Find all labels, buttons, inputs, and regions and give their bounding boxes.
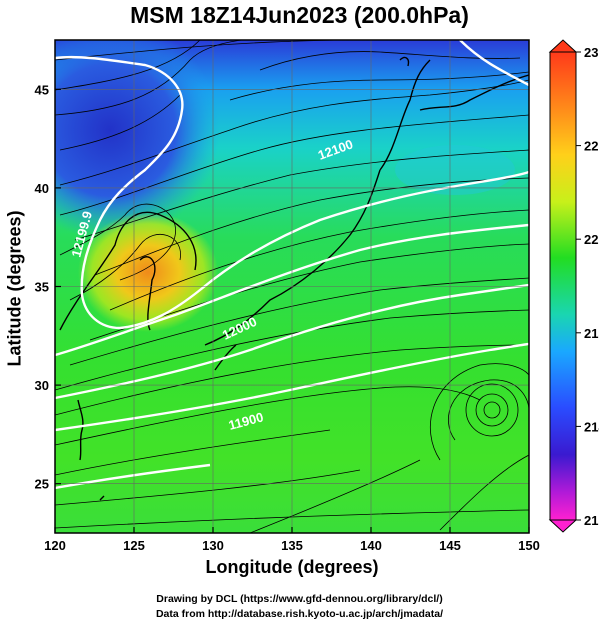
- x-tick-label: 130: [202, 538, 224, 553]
- colorbar-label: 230: [584, 45, 599, 60]
- x-axis: 120 125 130 135 140 145 150: [44, 527, 540, 553]
- x-tick-label: 120: [44, 538, 66, 553]
- x-tick-label: 140: [360, 538, 382, 553]
- x-tick-label: 135: [281, 538, 303, 553]
- cold-region: [55, 40, 220, 240]
- y-tick-label: 30: [35, 378, 49, 393]
- x-tick-label: 145: [439, 538, 461, 553]
- credit-data: Data from http://database.rish.kyoto-u.a…: [155, 608, 444, 620]
- colorbar-label: 226: [584, 139, 599, 154]
- colorbar-label: 214: [584, 419, 599, 434]
- colorbar: 230 226 222 218 214 210: [548, 39, 599, 533]
- cool-band: [395, 145, 515, 195]
- colorbar-body: [549, 51, 577, 521]
- y-axis: 25 30 35 40 45: [35, 82, 61, 492]
- y-tick-label: 35: [35, 280, 49, 295]
- y-axis-label: Latitude (degrees): [4, 210, 25, 367]
- x-tick-label: 125: [123, 538, 145, 553]
- colorbar-label: 218: [584, 326, 599, 341]
- credit-drawing: Drawing by DCL (https://www.gfd-dennou.o…: [156, 593, 443, 605]
- colorbar-bottom-arrow: [548, 519, 578, 533]
- colorbar-top-arrow: [548, 39, 578, 53]
- colorbar-label: 222: [584, 232, 599, 247]
- height-contours: [55, 40, 529, 490]
- y-tick-label: 45: [35, 82, 49, 97]
- streamlines: [55, 40, 529, 533]
- colorbar-label: 210: [584, 513, 599, 528]
- x-tick-label: 150: [518, 538, 540, 553]
- chart-title: MSM 18Z14Jun2023 (200.0hPa): [130, 2, 469, 28]
- map-field: 12199.9 12100 12000 11900: [55, 40, 529, 533]
- x-axis-label: Longitude (degrees): [205, 557, 379, 577]
- graticule: [55, 40, 529, 533]
- y-tick-label: 40: [35, 181, 49, 196]
- y-tick-label: 25: [35, 477, 49, 492]
